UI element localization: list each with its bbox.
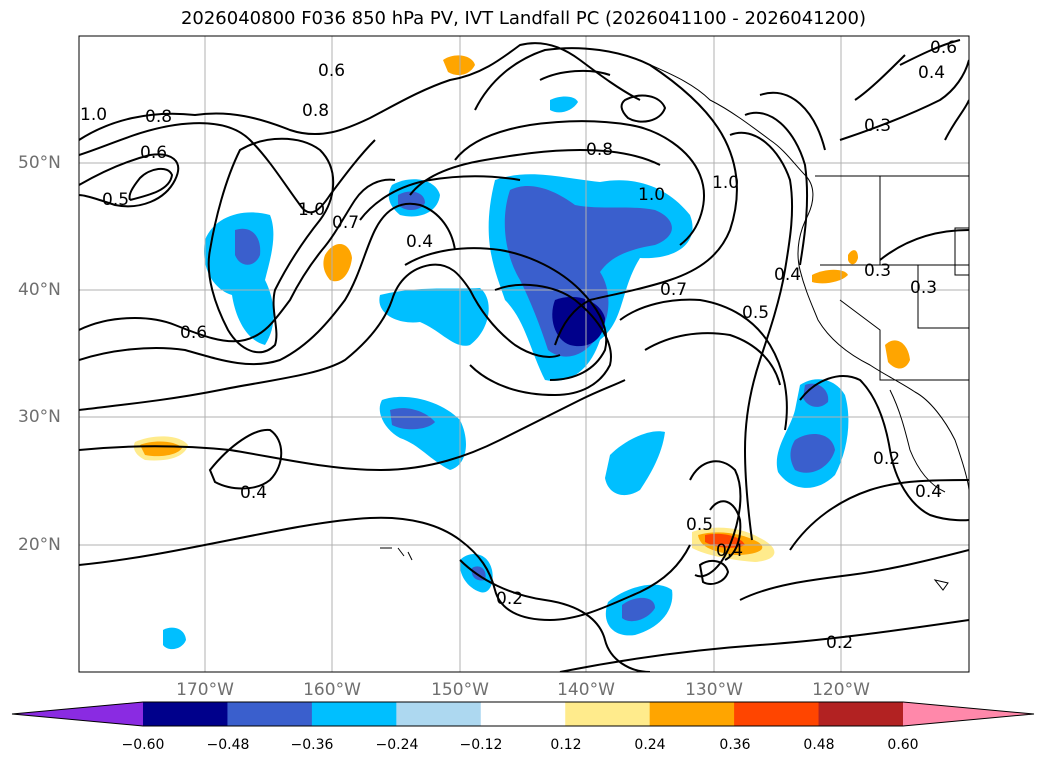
colorbar-tick-label: 0.12 xyxy=(550,737,582,753)
lon-label: 130°W xyxy=(685,680,743,700)
shade-region-orange xyxy=(812,269,848,284)
shade-region-orange xyxy=(140,441,182,457)
lat-label: 20°N xyxy=(18,535,61,555)
colorbar-cell xyxy=(311,702,397,726)
contour-label: 0.6 xyxy=(930,38,957,58)
lon-label: 160°W xyxy=(303,680,361,700)
chart-title: 2026040800 F036 850 hPa PV, IVT Landfall… xyxy=(180,8,867,29)
contour-label: 0.6 xyxy=(180,323,207,343)
colorbar-tick-label: 0.60 xyxy=(887,737,919,753)
contour-label: 1.0 xyxy=(298,200,325,220)
shade-region-mid xyxy=(504,185,672,357)
contour-label: 0.2 xyxy=(873,449,900,469)
shade-region-mid xyxy=(622,597,655,622)
contour-label: 0.5 xyxy=(102,190,129,210)
contour-label: 0.6 xyxy=(140,143,167,163)
colorbar-cell xyxy=(649,702,735,726)
colorbar-tick-label: 0.24 xyxy=(634,737,666,753)
shade-region-mid xyxy=(235,228,261,265)
shade-region-orange xyxy=(885,340,910,369)
shade-region-red xyxy=(705,533,745,548)
contour-labels: 0.6 0.8 0.8 1.0 0.6 0.5 1.0 0.7 0.4 0.8 … xyxy=(80,38,957,653)
lon-label: 150°W xyxy=(431,680,489,700)
contour-label: 0.7 xyxy=(660,280,687,300)
contour-label: 0.3 xyxy=(864,116,891,136)
shade-region-orange xyxy=(443,55,475,76)
colorbar-tick-label: 0.36 xyxy=(719,737,751,753)
colorbar-tick-label: −0.12 xyxy=(459,737,503,753)
colorbar-tick-label: −0.48 xyxy=(206,737,250,753)
contour-label: 0.4 xyxy=(406,232,433,252)
colorbar-tick-label: −0.60 xyxy=(121,737,165,753)
colorbar-cell xyxy=(396,702,482,726)
coastlines xyxy=(380,59,969,591)
shaded-regions xyxy=(133,55,910,650)
pv-contours xyxy=(79,39,969,672)
contour-label: 0.6 xyxy=(318,61,345,81)
colorbar-extend-high xyxy=(903,702,1034,726)
contour-label: 0.8 xyxy=(145,107,172,127)
shade-region-light xyxy=(379,288,489,346)
contour-label: 0.2 xyxy=(826,633,853,653)
contour-label: 0.4 xyxy=(240,483,267,503)
contour-label: 0.2 xyxy=(496,589,523,609)
contour-label: 0.5 xyxy=(742,303,769,323)
contour-label: 1.0 xyxy=(638,185,665,205)
contour-label: 0.4 xyxy=(774,265,801,285)
contour-label: 0.4 xyxy=(716,541,743,561)
colorbar-tick-label: −0.24 xyxy=(375,737,419,753)
shade-region-orange xyxy=(323,243,352,282)
colorbar-cell xyxy=(818,702,904,726)
lon-label: 140°W xyxy=(557,680,615,700)
contour-label: 0.3 xyxy=(910,278,937,298)
colorbar-cell xyxy=(227,702,313,726)
colorbar-tick-label: −0.36 xyxy=(290,737,334,753)
lat-label: 50°N xyxy=(18,153,61,173)
colorbar-cell xyxy=(734,702,820,726)
lon-label: 120°W xyxy=(812,680,870,700)
shade-region-dark xyxy=(552,296,605,347)
colorbar-extend-low xyxy=(12,702,143,726)
shade-region-mid xyxy=(790,434,835,473)
graticule xyxy=(79,36,969,672)
contour-label: 0.5 xyxy=(686,515,713,535)
contour-label: 0.4 xyxy=(915,482,942,502)
contour-label: 0.4 xyxy=(918,63,945,83)
colorbar xyxy=(11,701,1035,727)
colorbar-tick-label: 0.48 xyxy=(803,737,835,753)
colorbar-cell xyxy=(480,702,566,726)
lat-label: 40°N xyxy=(18,280,61,300)
shade-region-orange xyxy=(848,250,858,265)
shade-region-light xyxy=(550,96,578,113)
contour-label: 1.0 xyxy=(80,105,107,125)
map-frame xyxy=(78,35,970,673)
contour-label: 0.7 xyxy=(332,213,359,233)
colorbar-cell xyxy=(143,702,228,726)
contour-label: 0.3 xyxy=(864,261,891,281)
contour-label: 0.8 xyxy=(302,101,329,121)
contour-label: 1.0 xyxy=(712,173,739,193)
lat-label: 30°N xyxy=(18,407,61,427)
shade-region-mid xyxy=(390,408,435,430)
contour-label: 0.8 xyxy=(586,140,613,160)
lon-label: 170°W xyxy=(176,680,234,700)
shade-region-light xyxy=(163,627,186,650)
shade-region-light xyxy=(605,431,665,496)
colorbar-cell xyxy=(565,702,651,726)
